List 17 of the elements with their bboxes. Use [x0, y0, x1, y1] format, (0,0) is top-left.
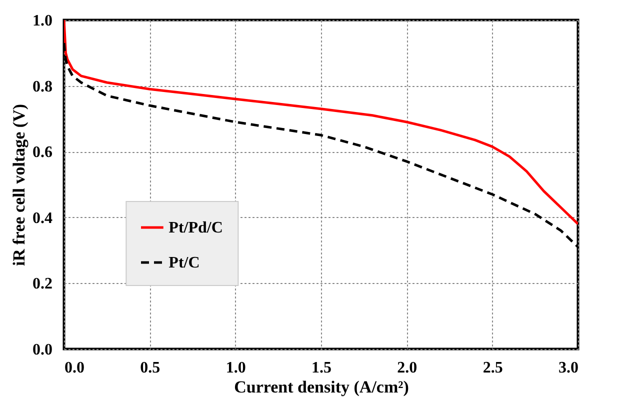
x-tick-label: 3.0	[558, 360, 578, 376]
legend-label: Pt/Pd/C	[168, 219, 223, 236]
x-tick-label: 1.0	[226, 360, 246, 376]
x-tick-label: 0.5	[140, 360, 160, 376]
y-axis-title: iR free cell voltage (V)	[10, 104, 28, 266]
y-tick-label: 0.8	[32, 78, 52, 96]
x-tick-label: 1.5	[312, 360, 332, 376]
x-axis-title: Current density (A/cm²)	[234, 378, 409, 396]
x-tick-label: 2.5	[482, 360, 503, 376]
y-tick-label: 0.6	[32, 144, 52, 162]
x-tick-label: 0.0	[64, 360, 84, 376]
y-tick-label: 1.0	[32, 12, 52, 30]
legend-label: Pt/C	[168, 254, 200, 272]
y-tick-label: 0.4	[32, 210, 52, 227]
y-tick-label: 0.0	[32, 342, 52, 358]
y-tick-label: 0.2	[32, 276, 52, 293]
x-tick-label: 2.0	[397, 360, 418, 376]
